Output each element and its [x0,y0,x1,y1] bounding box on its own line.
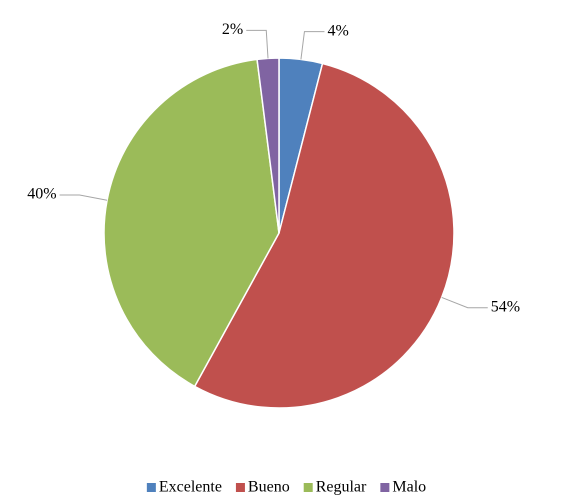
leader-line [300,31,325,60]
leader-line [441,296,488,309]
legend-swatch [380,483,390,492]
legend-label: Malo [392,479,426,495]
legend-swatch [146,483,156,492]
legend-swatch [235,483,245,492]
data-label: 54% [491,298,520,315]
leader-line [59,194,108,201]
pie-slice [256,57,280,234]
data-label: 40% [27,186,56,203]
data-label: 2% [222,21,243,38]
legend-swatch [303,483,313,492]
data-label: 4% [327,22,348,39]
legend-label: Regular [316,479,367,495]
leader-line [246,29,269,59]
pie-slice [193,62,455,409]
legend-label: Excelente [159,479,222,495]
legend-label: Bueno [248,479,290,495]
